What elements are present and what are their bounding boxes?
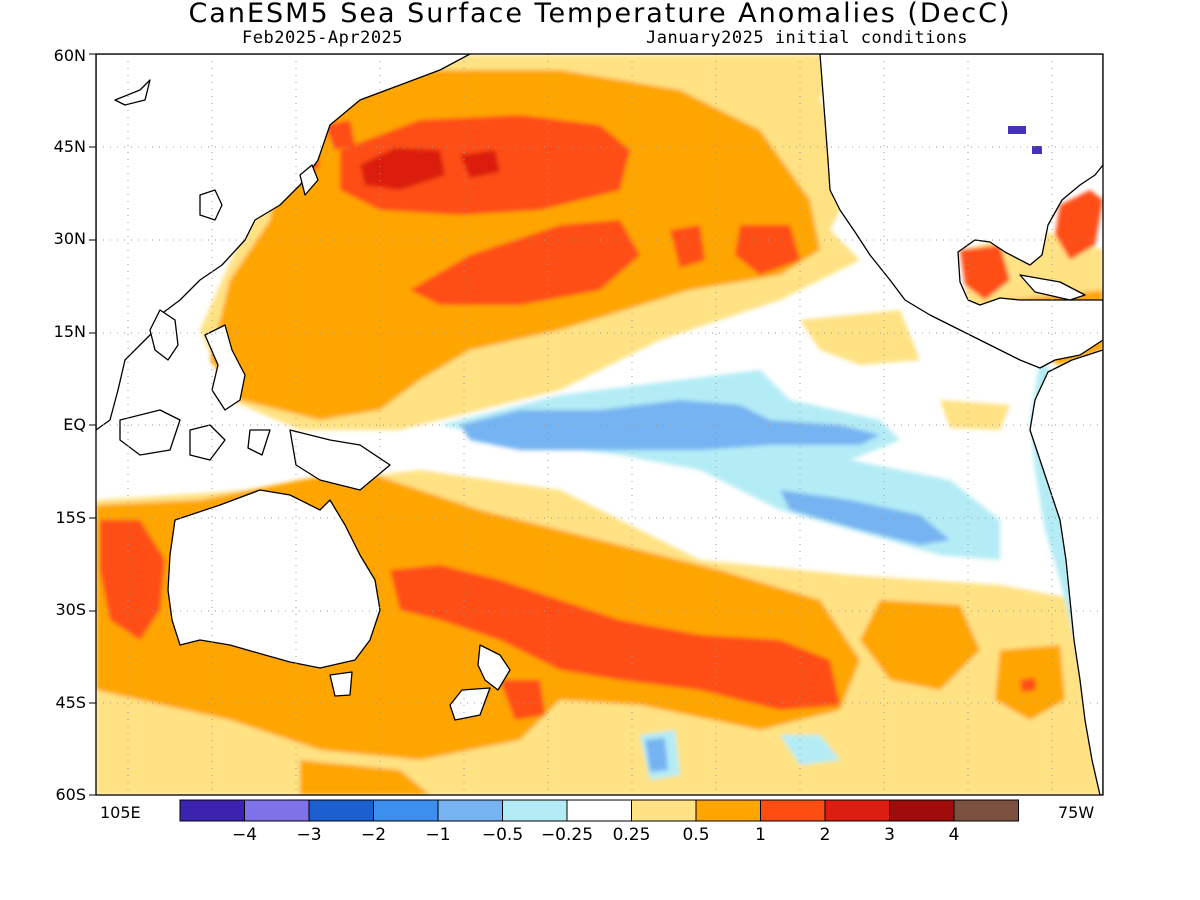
lon-label-west: 105E <box>100 803 141 822</box>
map-frame <box>95 53 1104 796</box>
colorbar-label: 3 <box>884 825 895 845</box>
forecast-period: Feb2025-Apr2025 <box>242 28 404 48</box>
lat-label-30s: 30S <box>55 600 86 619</box>
colorbar-label: −4 <box>231 825 258 845</box>
lat-label-60s: 60S <box>55 785 86 804</box>
lat-label-eq: EQ <box>63 415 86 434</box>
colorbar-label: 2 <box>819 825 831 845</box>
lat-ticks <box>89 53 96 796</box>
colorbar-swatch <box>437 799 503 822</box>
lat-label-15s: 15S <box>55 508 86 527</box>
colorbar-swatch <box>308 799 374 822</box>
colorbar-label: −3 <box>296 825 322 845</box>
colorbar-label: 4 <box>948 825 960 845</box>
lat-label-45n: 45N <box>53 137 86 156</box>
colorbar-label: −0.25 <box>540 825 594 845</box>
colorbar <box>179 799 1019 822</box>
initial-conditions: January2025 initial conditions <box>646 28 969 48</box>
colorbar-swatch <box>824 799 890 822</box>
colorbar-swatch <box>502 799 568 822</box>
map-title: CanESM5 Sea Surface Temperature Anomalie… <box>188 0 1012 29</box>
colorbar-label: −2 <box>360 825 387 845</box>
colorbar-swatch <box>244 799 310 822</box>
colorbar-swatch <box>566 799 632 822</box>
colorbar-swatch <box>953 799 1019 822</box>
colorbar-swatch <box>760 799 826 822</box>
anomaly-2 <box>360 148 500 190</box>
lake-anomaly <box>1032 146 1042 154</box>
lat-label-30n: 30N <box>53 229 86 248</box>
colorbar-swatch <box>695 799 761 822</box>
lake-anomaly <box>1008 126 1026 134</box>
colorbar-swatch <box>889 799 955 822</box>
lon-label-east: 75W <box>1058 803 1095 822</box>
map-field <box>96 54 1103 795</box>
colorbar-swatch <box>373 799 439 822</box>
lat-label-45s: 45S <box>55 693 86 712</box>
colorbar-label: 1 <box>755 825 766 845</box>
colorbar-label: 0.5 <box>682 825 710 845</box>
colorbar-label: 0.25 <box>612 825 651 845</box>
lat-label-15n: 15N <box>53 322 86 341</box>
lat-label-60n: 60N <box>53 46 86 65</box>
colorbar-swatch <box>631 799 697 822</box>
colorbar-swatch <box>179 799 245 822</box>
coastlines <box>96 54 1103 795</box>
colorbar-label: −0.5 <box>481 825 524 845</box>
colorbar-label: −1 <box>425 825 451 845</box>
